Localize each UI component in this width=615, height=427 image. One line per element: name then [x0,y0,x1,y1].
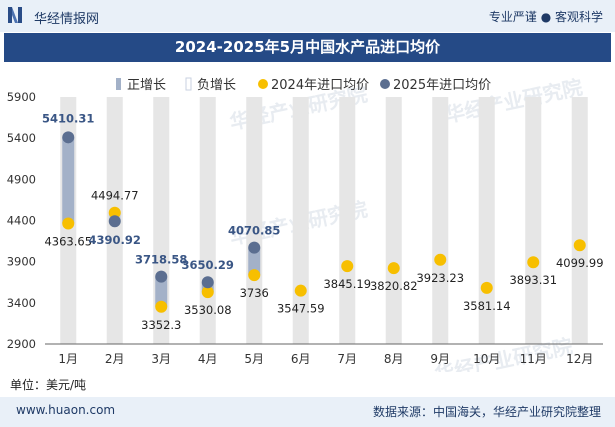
data-label-2024: 3581.14 [463,299,511,313]
data-label-2024: 3530.08 [184,303,232,317]
data-point-2024 [341,260,354,273]
chart: 华经产业研究院华经产业研究院华经产业研究院华经产业研究院290034003900… [7,75,604,372]
data-point-2025 [108,215,121,228]
data-point-2024 [62,217,75,230]
data-point-2024 [573,239,586,252]
legend-swatch-2024 [258,79,268,89]
x-tick-label: 6月 [291,352,311,366]
legend-swatch-positive [116,78,121,90]
growth-bar [62,137,75,224]
y-tick-label: 5400 [7,131,36,145]
data-label-2024: 3352.3 [141,318,181,332]
x-tick-label: 5月 [244,352,264,366]
x-tick-label: 11月 [520,352,547,366]
data-label-2024: 3736 [240,286,269,300]
column-background [432,97,449,344]
brand-name: 华经情报网 [34,12,100,27]
y-tick-label: 3900 [7,255,36,269]
data-label-2024: 3820.82 [370,279,418,293]
logo-icon [8,7,22,23]
x-tick-label: 8月 [384,352,404,366]
data-label-2025: 4390.92 [89,233,141,247]
data-label-2025: 4070.85 [228,224,280,238]
column-background [478,97,495,344]
chart-title: 2024-2025年5月中国水产品进口均价 [4,33,611,62]
column-background [571,97,588,344]
data-point-2025 [62,131,75,144]
data-point-2024 [108,206,121,219]
x-tick-label: 10月 [473,352,500,366]
column-background [339,97,356,344]
column-background [246,97,263,344]
data-label-2025: 5410.31 [42,111,94,125]
data-point-2024 [155,300,168,313]
x-tick-label: 7月 [337,352,357,366]
data-point-2024 [434,253,447,266]
data-point-2024 [201,286,214,299]
legend-item: 正增长 [127,78,166,93]
legend-swatch-negative [185,77,192,91]
footer-url: www.huaon.com [16,403,116,417]
data-point-2025 [201,276,214,289]
legend-item: 负增长 [197,78,236,93]
x-tick-label: 2月 [105,352,125,366]
data-label-2025: 3650.29 [182,258,234,272]
unit-label: 单位：美元/吨 [10,378,87,392]
data-point-2025 [248,241,261,254]
y-tick-label: 4900 [7,172,36,186]
tagline: 专业严谨 ● 客观科学 [488,10,603,24]
x-tick-label: 1月 [58,352,78,366]
footer-source: 数据来源：中国海关，华经产业研究院整理 [372,405,601,419]
header-bar: 华经情报网 专业严谨 ● 客观科学 [0,0,615,32]
y-tick-label: 3400 [7,296,36,310]
data-point-2024 [387,262,400,275]
data-label-2024: 4494.77 [91,189,139,203]
x-tick-label: 3月 [151,352,171,366]
growth-bar [155,276,168,307]
legend-item: 2025年进口均价 [393,78,491,93]
column-background [525,97,542,344]
data-label-2024: 4363.65 [44,234,92,248]
data-point-2024 [480,281,493,294]
data-label-2024: 3923.23 [416,271,464,285]
x-tick-label: 12月 [566,352,593,366]
x-tick-label: 4月 [198,352,218,366]
footer-bar: www.huaon.com 数据来源：中国海关，华经产业研究院整理 [0,397,615,427]
data-point-2024 [294,284,307,297]
data-label-2025: 3718.58 [135,253,187,267]
column-background [385,97,402,344]
watermark-text: 华经产业研究院 [433,334,575,372]
data-label-2024: 3547.59 [277,302,325,316]
y-tick-label: 5900 [7,90,36,104]
data-point-2025 [155,270,168,283]
data-label-2024: 4099.99 [556,256,604,270]
legend-item: 2024年进口均价 [271,78,369,93]
data-label-2024: 3893.31 [509,273,557,287]
y-tick-label: 2900 [7,337,36,351]
data-point-2024 [248,269,261,282]
x-tick-label: 9月 [430,352,450,366]
column-background [292,97,309,344]
data-label-2024: 3845.19 [323,277,371,291]
y-tick-label: 4400 [7,214,36,228]
data-point-2024 [527,256,540,269]
growth-bar [248,247,261,276]
legend-swatch-2025 [380,79,390,89]
